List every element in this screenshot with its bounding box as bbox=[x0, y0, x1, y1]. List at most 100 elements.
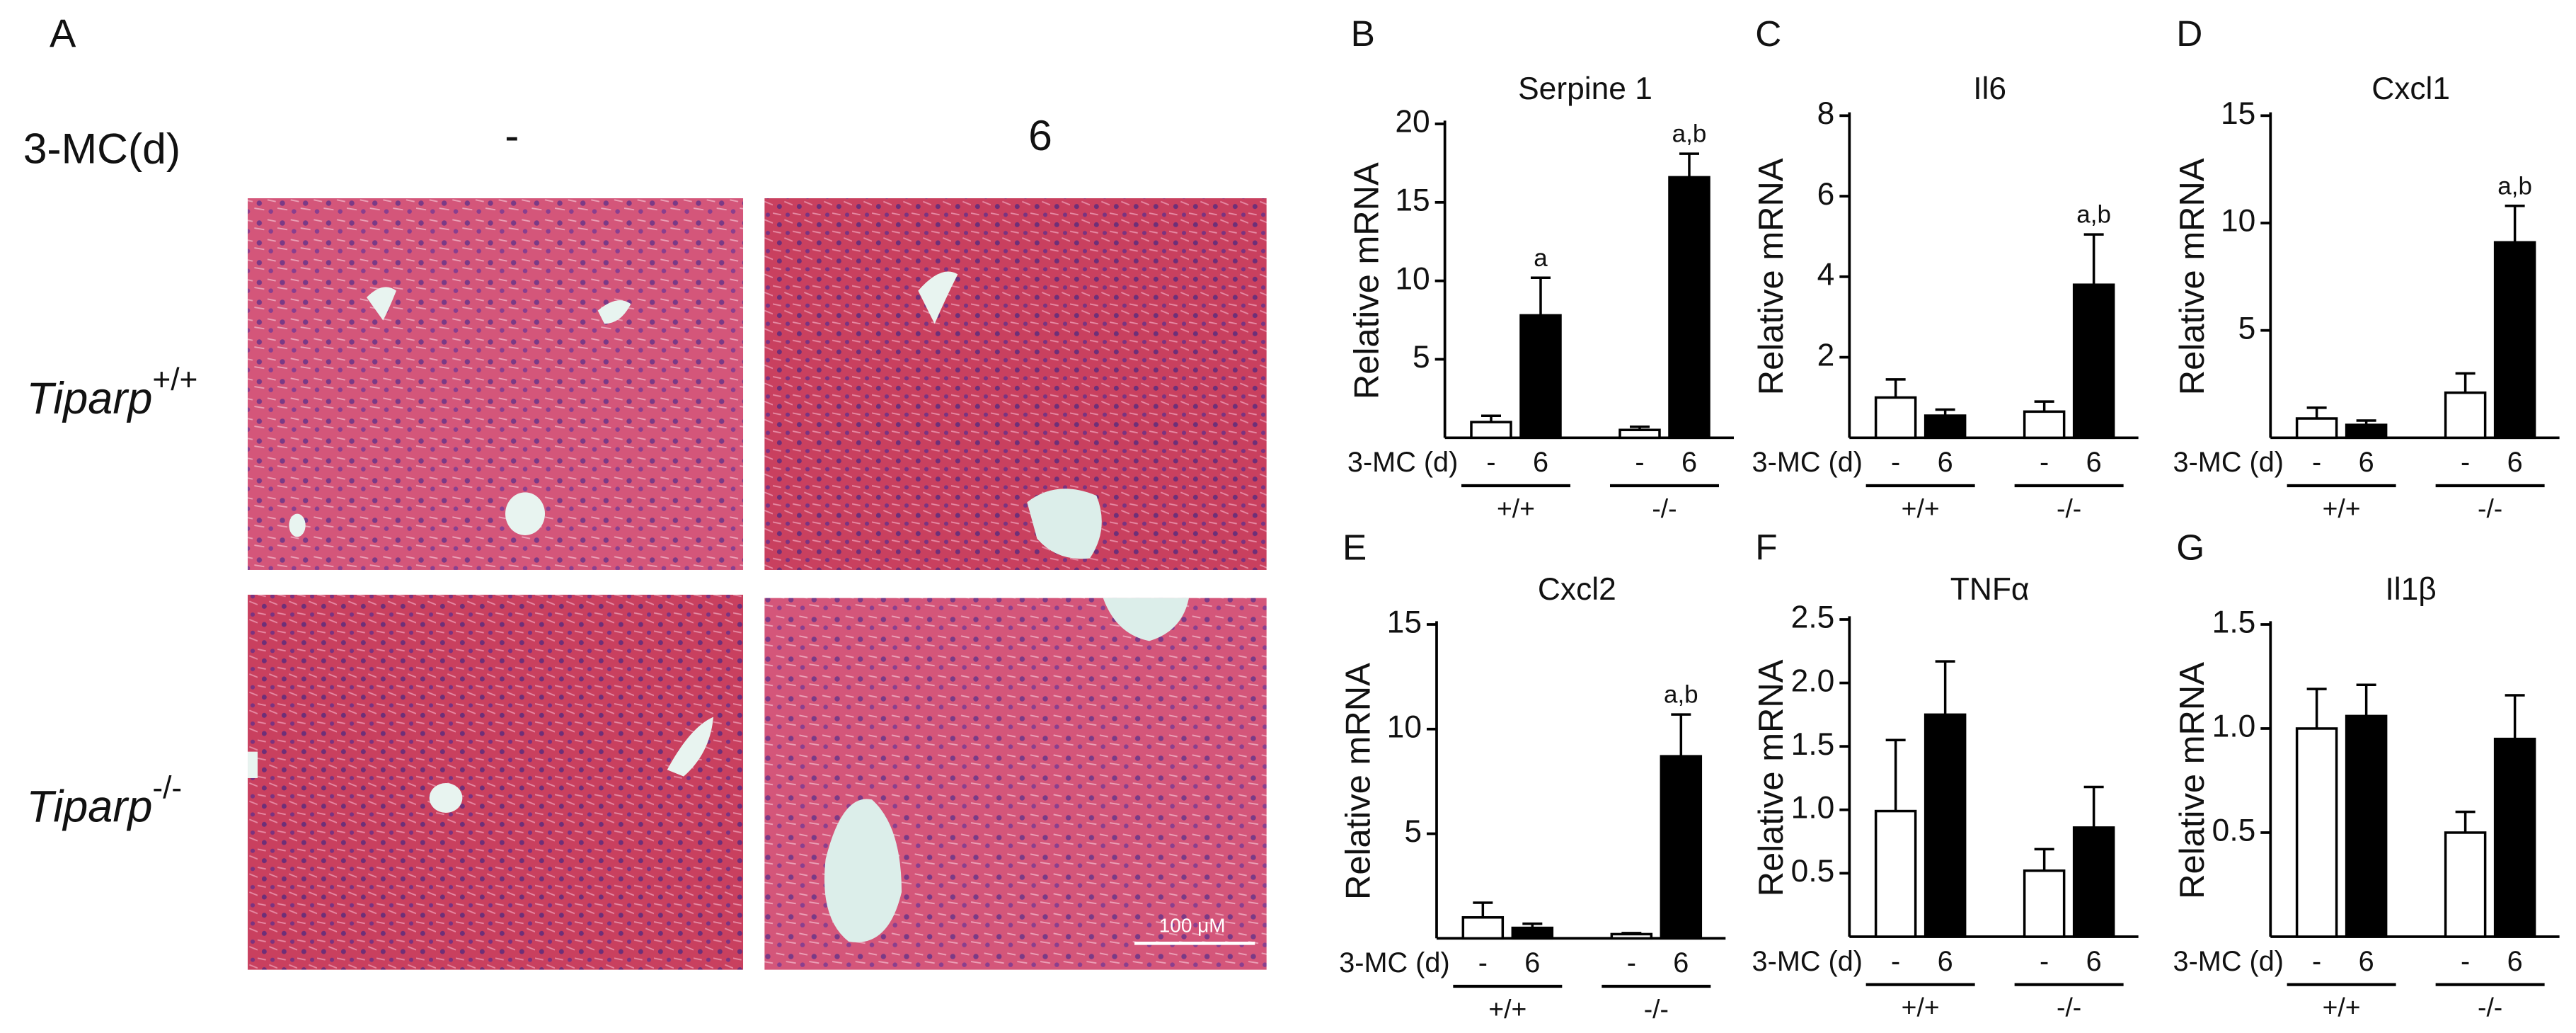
category-label: - bbox=[2461, 447, 2470, 478]
bar bbox=[2295, 417, 2338, 440]
chart-title: Cxcl1 bbox=[2371, 72, 2450, 106]
y-tick-label: 10 bbox=[1395, 261, 1430, 296]
y-axis-label: Relative mRNA bbox=[1347, 162, 1386, 399]
treatment-label: 3-MC(d) bbox=[23, 125, 180, 173]
panel-label: C bbox=[1755, 13, 1781, 54]
y-axis-label: Relative mRNA bbox=[2173, 158, 2212, 395]
category-label: 6 bbox=[2086, 447, 2102, 478]
category-label: - bbox=[1891, 447, 1900, 478]
histology-image bbox=[764, 198, 1267, 570]
y-tick-label: 6 bbox=[1817, 177, 1835, 212]
x-axis-label: 3-MC (d) bbox=[1752, 946, 1863, 977]
category-label: - bbox=[1635, 447, 1644, 478]
chart-title: TNFα bbox=[1950, 572, 2030, 607]
category-label: 6 bbox=[1681, 447, 1697, 478]
x-axis-label: 3-MC (d) bbox=[1339, 947, 1449, 978]
bar bbox=[1511, 926, 1554, 940]
gene: Tiparp bbox=[26, 374, 152, 423]
bar bbox=[2295, 727, 2338, 938]
y-tick-label: 15 bbox=[2221, 96, 2255, 131]
bar bbox=[2493, 737, 2536, 938]
panel-label: A bbox=[50, 11, 76, 55]
x-axis-label: 3-MC (d) bbox=[1347, 447, 1458, 478]
group-label: -/- bbox=[1652, 493, 1677, 523]
group-label: -/- bbox=[2057, 992, 2081, 1022]
group-label: -/- bbox=[2478, 992, 2502, 1022]
significance-label: a,b bbox=[2497, 172, 2532, 200]
group-label: -/- bbox=[2057, 493, 2081, 523]
y-tick-label: 1.0 bbox=[1791, 790, 1835, 825]
genotype: -/- bbox=[152, 770, 182, 805]
group-label: -/- bbox=[1644, 994, 1669, 1024]
y-tick-label: 10 bbox=[2221, 204, 2255, 239]
histology-image bbox=[764, 598, 1267, 970]
significance-label: a,b bbox=[1664, 681, 1698, 709]
bar bbox=[2444, 391, 2487, 440]
category-label: 6 bbox=[2086, 946, 2102, 977]
bar bbox=[2023, 869, 2066, 938]
category-label: - bbox=[1891, 946, 1900, 977]
significance-label: a,b bbox=[1672, 120, 1707, 148]
y-tick-label: 5 bbox=[2238, 311, 2256, 346]
scale-bar-label: 100 μM bbox=[1159, 914, 1226, 936]
bar bbox=[1610, 932, 1653, 940]
y-tick-label: 5 bbox=[1413, 340, 1430, 375]
category-label: 6 bbox=[1673, 947, 1689, 978]
category-label: - bbox=[2312, 447, 2321, 478]
bar bbox=[2493, 241, 2536, 440]
panel-label: E bbox=[1342, 527, 1367, 568]
y-tick-label: 1.5 bbox=[1791, 727, 1835, 762]
gene: Tiparp bbox=[26, 782, 152, 831]
chart-title: Il1β bbox=[2385, 572, 2436, 607]
chart-title: Il6 bbox=[1973, 72, 2006, 106]
panel-label: B bbox=[1351, 13, 1375, 54]
bar bbox=[1668, 176, 1710, 440]
y-tick-label: 8 bbox=[1817, 96, 1835, 131]
bar bbox=[1874, 396, 1917, 440]
y-tick-label: 4 bbox=[1817, 258, 1835, 292]
y-tick-label: 5 bbox=[1404, 814, 1422, 849]
chart-title: Serpine 1 bbox=[1518, 72, 1652, 106]
histology-image bbox=[248, 198, 744, 570]
y-tick-label: 0.5 bbox=[2212, 814, 2256, 848]
histology-image bbox=[248, 594, 744, 970]
category-label: 6 bbox=[2359, 946, 2374, 977]
category-label: 6 bbox=[2507, 447, 2523, 478]
y-axis-label: Relative mRNA bbox=[2173, 662, 2212, 899]
bar bbox=[1660, 755, 1703, 940]
bar bbox=[2023, 410, 2066, 440]
panel-label: G bbox=[2176, 527, 2204, 568]
group-label: +/+ bbox=[2323, 992, 2361, 1022]
x-axis-label: 3-MC (d) bbox=[1752, 447, 1863, 478]
panel-label: D bbox=[2176, 13, 2202, 54]
y-tick-label: 2.0 bbox=[1791, 663, 1835, 698]
bar bbox=[1618, 428, 1661, 440]
group-label: -/- bbox=[2478, 493, 2502, 523]
bar bbox=[2345, 423, 2388, 440]
column-label: - bbox=[505, 111, 519, 159]
y-axis-label: Relative mRNA bbox=[1340, 663, 1378, 900]
category-label: 6 bbox=[1533, 447, 1548, 478]
chart-title: Cxcl2 bbox=[1538, 572, 1616, 607]
bar bbox=[1924, 414, 1967, 440]
category-label: - bbox=[1486, 447, 1495, 478]
x-axis-label: 3-MC (d) bbox=[2173, 946, 2284, 977]
y-tick-label: 10 bbox=[1387, 709, 1422, 744]
category-label: 6 bbox=[1938, 447, 1953, 478]
y-tick-label: 15 bbox=[1387, 605, 1422, 640]
y-tick-label: 15 bbox=[1395, 183, 1430, 218]
group-label: +/+ bbox=[1497, 493, 1535, 523]
category-label: - bbox=[1627, 947, 1636, 978]
group-label: +/+ bbox=[1488, 994, 1526, 1024]
bar bbox=[1874, 809, 1917, 938]
x-axis-label: 3-MC (d) bbox=[2173, 447, 2284, 478]
y-tick-label: 1.5 bbox=[2212, 605, 2256, 640]
category-label: 6 bbox=[1938, 946, 1953, 977]
group-label: +/+ bbox=[1902, 992, 1940, 1022]
panel-label: F bbox=[1755, 527, 1777, 568]
bar bbox=[2345, 714, 2388, 938]
row-label: Tiparp-/- bbox=[26, 770, 182, 831]
category-label: - bbox=[2040, 946, 2049, 977]
